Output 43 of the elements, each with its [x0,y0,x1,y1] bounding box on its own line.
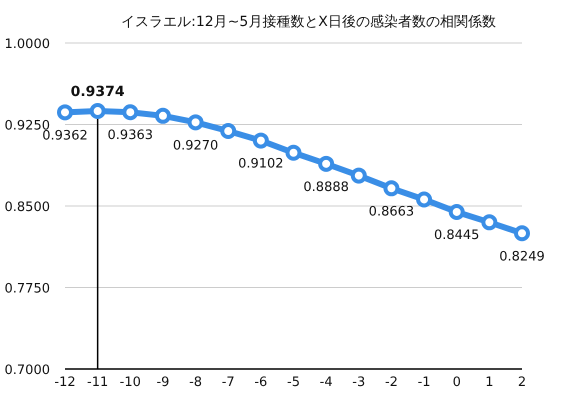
x-tick-label: -6 [254,375,268,390]
data-label: 0.9102 [238,156,284,172]
point [220,123,236,140]
y-tick-label: 0.7000 [4,363,50,378]
x-tick-label: -1 [418,375,431,390]
data-label: 0.8663 [368,204,414,220]
point [481,214,498,230]
point [350,168,367,184]
x-tick-label: -11 [87,375,108,390]
x-tick-label: -10 [120,375,141,390]
x-tick-label: -7 [222,375,235,390]
x-tick-label: -2 [384,375,398,390]
x-tick-label: -3 [352,375,366,390]
point [57,104,73,120]
point [154,108,171,124]
data-label: 0.8445 [434,228,480,243]
point [514,225,530,242]
data-label: 0.8888 [303,180,349,195]
y-tick-label: 0.8500 [4,200,50,215]
point [286,144,302,161]
point [318,156,334,172]
x-tick-label: -5 [287,375,300,390]
x-tick-label: 0 [452,375,461,390]
data-label: 0.8249 [499,249,545,264]
x-tick-label: -8 [189,375,202,390]
x-tick-label: 2 [518,375,526,390]
data-label: 0.9363 [108,128,154,144]
data-label: 0.9270 [172,138,218,154]
chart-title: イスラエル:12月~5月接種数とX日後の感染者数の相関係数 [121,14,496,30]
x-tick-label: 1 [485,375,494,390]
x-tick-label: -9 [156,375,170,390]
point [416,191,432,208]
point [122,104,138,120]
x-tick-label: -4 [320,375,333,390]
y-tick-label: 1.0000 [4,37,50,52]
point [188,114,204,130]
point [252,132,269,149]
y-tick-label: 0.7750 [4,282,50,296]
data-label: 0.9374 [70,84,125,100]
x-tick-label: -12 [54,375,76,390]
point [383,180,400,196]
point [90,103,106,120]
point [448,204,465,220]
